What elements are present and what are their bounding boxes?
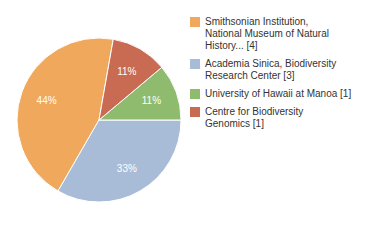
html-text:Research Center [3]: Research Center [3] (205, 70, 295, 81)
html-text:Smithsonian Institution,: Smithsonian Institution, (205, 16, 309, 27)
html-text:Genomics [1]: Genomics [1] (205, 118, 264, 129)
html-text:Centre for Biodiversity: Centre for Biodiversity (205, 106, 304, 117)
svg-text:44%: 44% (37, 95, 57, 106)
svg-text:11%: 11% (117, 66, 136, 77)
html-text:National Museum of Natural: National Museum of Natural (205, 28, 329, 39)
html-text:University of Hawaii at Manoa: University of Hawaii at Manoa [1] (205, 88, 352, 99)
html-text:Academia Sinica, Biodiversity: Academia Sinica, Biodiversity (205, 58, 337, 69)
svg-text:11%: 11% (142, 95, 161, 106)
svg-text:33%: 33% (117, 163, 137, 174)
html-text:History... [4]: History... [4] (205, 40, 258, 51)
